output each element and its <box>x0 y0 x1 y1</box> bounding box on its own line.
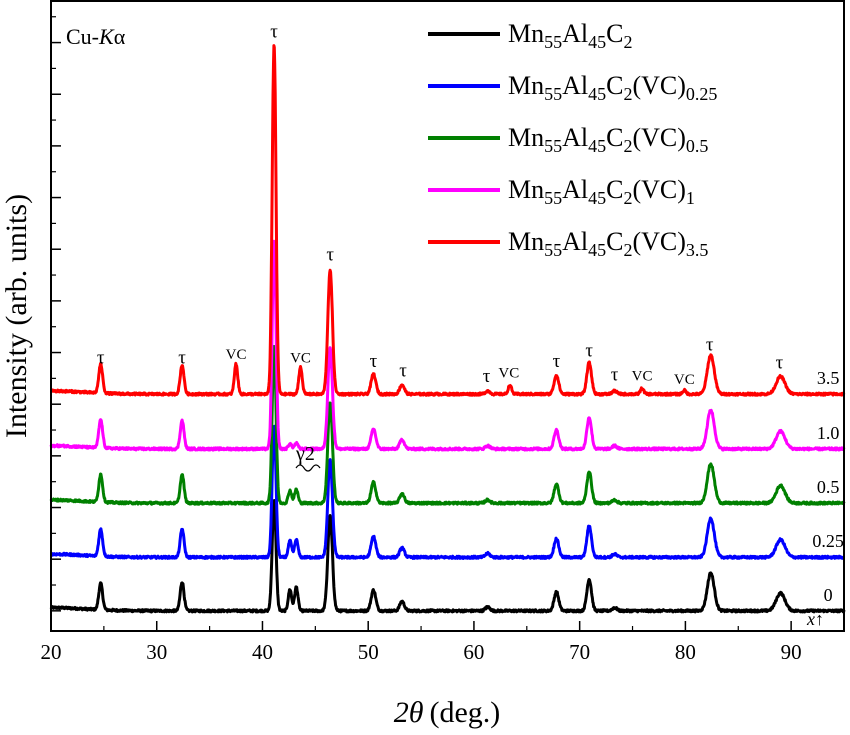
series-x-value-label: 3.5 <box>817 368 840 388</box>
series-line-0 <box>49 499 846 614</box>
series-line-4 <box>49 44 846 397</box>
legend: Mn55Al45C2 Mn55Al45C2(VC)0.25 Mn55Al45C2(V… <box>428 19 717 260</box>
y-axis-ticks <box>51 16 61 612</box>
legend-entry-1: Mn55Al45C2(VC)0.25 <box>508 71 717 104</box>
series-x-value-label: 0 <box>824 585 833 605</box>
tau-peak-label: τ <box>178 347 186 368</box>
vc-peak-label: VC <box>290 351 311 367</box>
tau-peak-label: τ <box>553 351 561 372</box>
x-tick-label: 80 <box>675 640 696 664</box>
series-line-2 <box>49 345 846 506</box>
tau-peak-label: τ <box>706 335 714 356</box>
vc-peak-label: VC <box>226 347 247 363</box>
vc-peak-label: VC <box>498 366 519 382</box>
x-tick-label: 90 <box>781 640 802 664</box>
x-tick-label: 70 <box>569 640 590 664</box>
series-line-3 <box>49 239 846 452</box>
x-tick-label: 50 <box>358 640 379 664</box>
tau-peak-label: τ <box>399 360 407 381</box>
tau-peak-label: τ <box>776 352 784 373</box>
gamma2-brace <box>295 464 321 472</box>
plot-lines: 0 0.25 0.5 1.0 3.5 <box>49 44 846 614</box>
tau-peak-label: τ <box>326 245 334 266</box>
tau-peak-label: τ <box>585 340 593 361</box>
tau-peak-label: τ <box>270 22 278 43</box>
legend-entry-3: Mn55Al45C2(VC)1 <box>508 175 695 208</box>
legend-entry-4: Mn55Al45C2(VC)3.5 <box>508 227 708 260</box>
tau-peak-label: τ <box>611 364 619 385</box>
y-axis-title: Intensity (arb. units) <box>0 194 33 438</box>
x-tick-label: 60 <box>463 640 484 664</box>
series-x-value-label: 0.5 <box>817 477 840 497</box>
tau-peak-label: τ <box>97 347 105 368</box>
series-line-1 <box>49 424 846 560</box>
series-x-value-label: 0.25 <box>812 531 844 551</box>
x-axis-ticks: 20 30 40 50 60 70 80 90 <box>41 621 802 664</box>
x-axis-title: 2θ (deg.) <box>394 696 501 729</box>
gamma2-label: γ2 <box>295 443 315 465</box>
vc-peak-label: VC <box>632 368 653 384</box>
radiation-label: Cu-Kα <box>66 24 126 49</box>
series-x-value-label: 1.0 <box>817 423 840 443</box>
tau-peak-label: τ <box>370 351 378 372</box>
legend-entry-2: Mn55Al45C2(VC)0.5 <box>508 123 708 156</box>
vc-peak-label: VC <box>674 372 695 388</box>
legend-entry-0: Mn55Al45C2 <box>508 19 632 52</box>
x-tick-label: 40 <box>252 640 273 664</box>
x-tick-label: 20 <box>41 640 62 664</box>
x-axis-marker: x↑ <box>806 609 824 629</box>
plot-frame <box>50 0 845 632</box>
x-tick-label: 30 <box>146 640 167 664</box>
tau-peak-label: τ <box>483 366 491 387</box>
